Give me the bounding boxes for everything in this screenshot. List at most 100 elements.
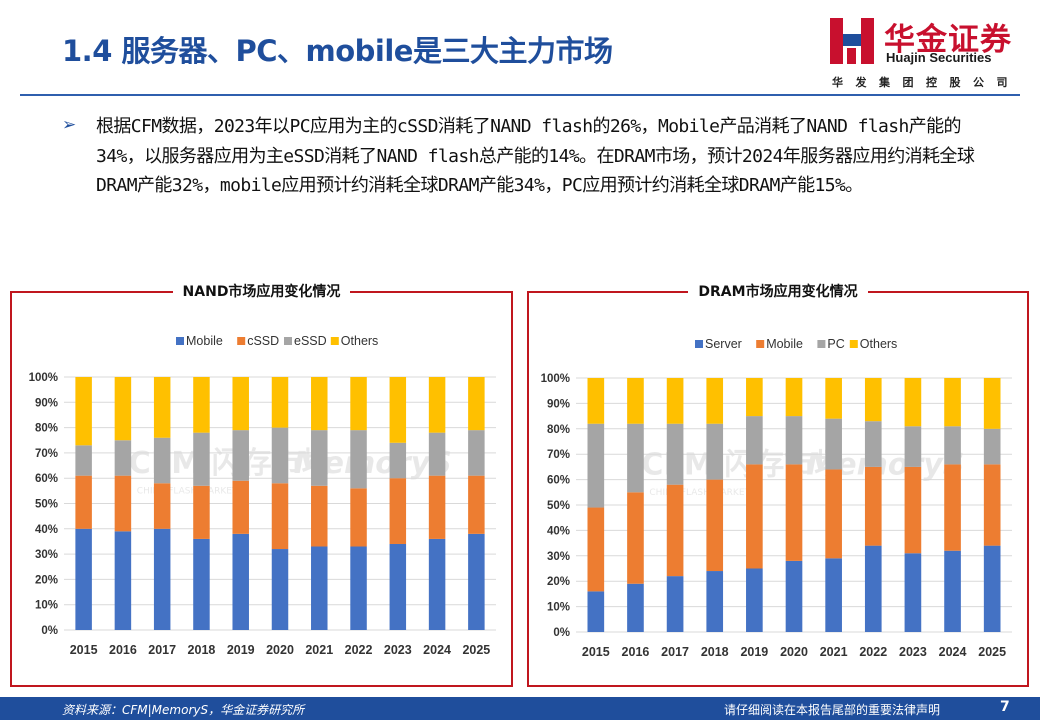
nand-bar-cssd-2019 [232,480,249,534]
dram-y-tick-label: 90% [547,398,570,410]
dram-legend-swatch [817,340,826,348]
nand-bar-cssd-2023 [389,478,407,544]
nand-bar-essd-2025 [468,430,485,476]
footer-source: 资料来源：CFM|MemoryS，华金证券研究所 [62,703,305,717]
dram-bar-mobile-2015 [587,507,605,592]
dram-x-tick-label: 2019 [740,645,768,659]
nand-y-tick-label: 80% [35,423,58,435]
dram-bar-mobile-2017 [666,484,684,577]
logo-subtitle: 华发集团控股公司 [832,76,1020,89]
dram-bar-others-2022 [864,378,882,422]
dram-bar-pc-2024 [944,426,961,465]
dram-watermark-sub: CHINA FLASH MARKET [649,488,750,498]
dram-legend-label: Server [705,337,742,351]
dram-bar-others-2021 [825,378,842,419]
nand-bar-mobile-2025 [468,533,485,630]
summary-text: 根据CFM数据，2023年以PC应用为主的cSSD消耗了NAND flash的2… [96,116,975,196]
nand-bar-cssd-2016 [114,475,132,532]
nand-bar-cssd-2025 [468,475,485,534]
nand-bar-essd-2021 [311,430,328,486]
nand-bar-others-2024 [428,377,446,433]
dram-bar-server-2019 [746,568,763,632]
dram-bar-server-2024 [944,550,961,632]
nand-x-tick-label: 2022 [345,643,373,657]
dram-x-tick-label: 2018 [701,645,729,659]
dram-bar-others-2018 [706,378,724,424]
dram-bar-others-2017 [666,378,684,424]
footer-disclaimer: 请仔细阅读在本报告尾部的重要法律声明 [724,703,941,717]
nand-bar-mobile-2017 [153,528,171,630]
nand-bar-cssd-2022 [350,488,367,547]
nand-bar-essd-2022 [350,430,367,489]
dram-bar-server-2021 [825,558,842,632]
dram-bar-pc-2019 [746,416,763,465]
dram-bar-pc-2021 [825,418,842,470]
nand-y-tick-label: 30% [35,549,58,561]
dram-x-tick-label: 2024 [939,645,967,659]
nand-y-tick-label: 40% [35,524,58,536]
nand-x-tick-label: 2023 [384,643,412,657]
nand-x-tick-label: 2021 [305,643,333,657]
dram-bar-others-2024 [944,378,961,427]
nand-bar-mobile-2015 [75,528,92,630]
dram-bar-server-2018 [706,571,724,632]
nand-legend-label: Others [341,334,379,348]
nand-bar-mobile-2021 [311,546,328,630]
company-logo: 华金证券 Huajin Securities 华发集团控股公司 [830,16,1030,92]
nand-y-tick-label: 10% [35,600,58,612]
dram-bar-server-2022 [864,545,882,632]
dram-y-tick-label: 50% [547,500,570,512]
dram-x-tick-label: 2017 [661,645,689,659]
nand-bar-cssd-2015 [75,475,92,529]
dram-y-tick-label: 20% [547,576,570,588]
nand-bar-essd-2018 [193,432,210,486]
dram-bar-pc-2025 [983,428,1001,465]
logo-english-name: Huajin Securities [886,50,992,65]
dram-legend-label: PC [827,337,844,351]
dram-chart-panel: DRAM市场应用变化情况 CFM 闪存市场 MemoryS CHINA FLASH … [527,284,1029,687]
dram-x-tick-label: 2016 [622,645,650,659]
nand-bar-others-2023 [389,377,407,443]
dram-y-tick-label: 0% [553,627,570,639]
dram-bar-mobile-2023 [904,466,922,554]
nand-bar-others-2025 [468,377,485,431]
dram-bar-server-2016 [627,583,644,632]
dram-bar-others-2019 [746,378,763,417]
nand-legend-swatch [176,337,184,345]
dram-y-tick-label: 40% [547,525,570,537]
nand-chart-heading: NAND市场应用变化情况 [12,281,511,301]
dram-x-tick-label: 2022 [859,645,887,659]
nand-legend-swatch [330,337,339,345]
nand-y-tick-label: 60% [35,473,58,485]
nand-bar-mobile-2018 [193,538,210,630]
dram-x-tick-label: 2020 [780,645,808,659]
dram-bar-mobile-2024 [944,464,961,551]
dram-bar-pc-2023 [904,426,922,467]
nand-x-tick-label: 2016 [109,643,137,657]
nand-bar-essd-2015 [75,445,92,476]
nand-legend-label: cSSD [247,334,279,348]
nand-bar-essd-2016 [114,440,132,476]
nand-bar-others-2016 [114,377,132,441]
nand-y-tick-label: 50% [35,499,58,511]
nand-legend: Mobile cSSD eSSD Others [176,334,378,348]
nand-bar-mobile-2020 [271,549,289,630]
dram-legend-label: Mobile [766,337,803,351]
nand-bar-essd-2019 [232,430,249,481]
nand-x-tick-label: 2015 [70,643,98,657]
nand-x-tick-label: 2020 [266,643,294,657]
logo-chinese-name: 华金证券 [884,22,1012,58]
dram-bar-server-2017 [666,576,684,632]
nand-bar-cssd-2018 [193,485,210,539]
nand-bar-mobile-2023 [389,543,407,630]
nand-bar-mobile-2024 [428,538,446,630]
dram-x-tick-label: 2015 [582,645,610,659]
dram-bar-pc-2016 [627,423,644,493]
title-divider [20,94,1020,96]
dram-chart-title: DRAM市场应用变化情况 [688,284,868,300]
footer-bar: 资料来源：CFM|MemoryS，华金证券研究所 请仔细阅读在本报告尾部的重要法… [0,697,1040,720]
dram-bar-pc-2015 [587,423,605,508]
nand-bar-others-2017 [153,377,171,438]
